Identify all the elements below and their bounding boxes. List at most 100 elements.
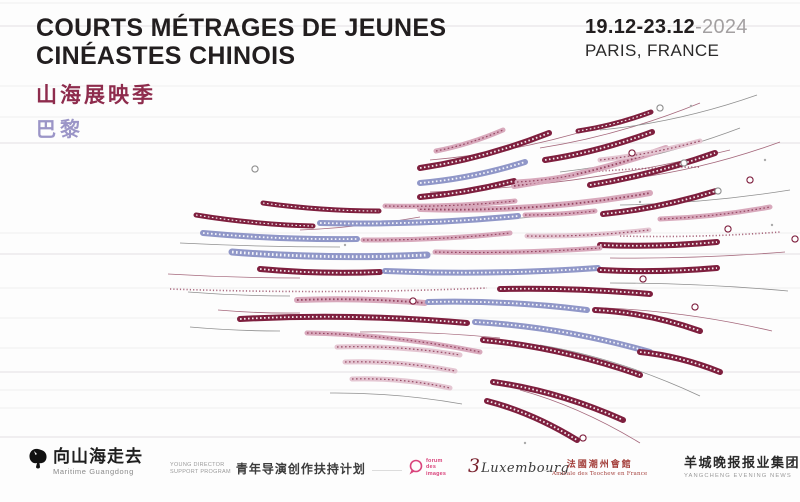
ring-marker xyxy=(656,104,664,112)
ribbon-micro-text xyxy=(513,147,667,187)
forum-line2: des xyxy=(426,464,437,471)
ring-marker xyxy=(714,187,722,195)
ribbon-strip xyxy=(193,212,316,229)
ribbon-micro-text xyxy=(362,232,511,241)
ribbon-micro-text xyxy=(577,111,652,132)
dot-marker xyxy=(770,223,774,227)
ribbon-micro-text xyxy=(239,315,468,324)
teochew-cn: 法國潮州會館 xyxy=(566,460,633,470)
title-line1: COURTS MÉTRAGES DE JEUNES xyxy=(36,14,447,42)
hairline-arc xyxy=(619,189,791,206)
dot-marker xyxy=(689,104,693,108)
yangcheng-en: YANGCHENG EVENING NEWS xyxy=(684,473,792,479)
ribbon-strip xyxy=(417,130,552,171)
ribbon-strip xyxy=(542,129,655,163)
ribbon-micro-text xyxy=(516,174,575,183)
ribbon-strip xyxy=(228,248,431,261)
hairline-arc xyxy=(609,282,789,292)
ribbon-micro-text xyxy=(195,214,314,227)
location-text: PARIS, FRANCE xyxy=(585,41,720,60)
yangcheng-cn: 羊城晚报报业集团 xyxy=(684,455,800,470)
ribbon-strip xyxy=(592,307,703,334)
ribbon-strip xyxy=(497,285,653,297)
ribbon-micro-text xyxy=(262,202,380,212)
hairline-arc xyxy=(604,307,773,332)
ribbon-micro-text xyxy=(419,180,515,198)
ribbon-micro-text xyxy=(602,190,717,215)
logo-trois-luxembourg: 3 Luxembourg xyxy=(468,455,570,477)
ribbon-micro-text xyxy=(259,268,381,274)
logo-forum-des-images: forum des images xyxy=(408,458,446,477)
hairline-arc xyxy=(167,273,301,279)
ribbon-micro-text xyxy=(427,300,588,311)
forum-line1: forum xyxy=(426,458,443,464)
maritime-guangdong-text: 向山海走去 Maritime Guangdong xyxy=(53,448,143,476)
hairline-arc xyxy=(359,331,501,339)
ring-marker xyxy=(724,225,732,233)
hairline-arc xyxy=(179,242,341,248)
ydsp-en-lines: YOUNG DIRECTOR SUPPORT PROGRAM xyxy=(170,462,231,475)
micro-text-line xyxy=(588,166,702,173)
page-title: COURTS MÉTRAGES DE JEUNES CINÉASTES CHIN… xyxy=(36,14,447,70)
ribbon-strip xyxy=(382,265,601,276)
logo-divider-line xyxy=(543,470,550,471)
hairline-arc xyxy=(519,389,641,444)
ydsp-en-line2: SUPPORT PROGRAM xyxy=(170,468,231,475)
ribbon-micro-text xyxy=(319,215,519,225)
ribbon-micro-text xyxy=(336,346,461,356)
ribbon-micro-text xyxy=(599,267,718,273)
ring-marker xyxy=(251,165,259,173)
hairline-arc xyxy=(189,326,281,332)
ribbon-micro-text xyxy=(594,309,701,332)
ring-marker xyxy=(579,434,587,442)
subtitle-chinese: 山海展映季 xyxy=(36,84,156,107)
logo-maritime-guangdong: 向山海走去 Maritime Guangdong xyxy=(28,448,143,476)
ribbon-strip xyxy=(600,188,719,217)
ribbon-strip xyxy=(522,208,598,218)
logo-young-director-program: YOUNG DIRECTOR SUPPORT PROGRAM 青年导演创作扶持计… xyxy=(170,460,366,477)
hairline-arc xyxy=(539,102,701,149)
ribbon-micro-text xyxy=(351,378,451,389)
ribbon-micro-text xyxy=(474,321,651,353)
ribbon-strip xyxy=(587,150,718,188)
hairline-arc xyxy=(609,251,786,259)
date-range: 19.12-23.12-2024 xyxy=(585,16,748,39)
maritime-guangdong-en: Maritime Guangdong xyxy=(53,467,134,476)
logo-yangcheng-evening-news: 羊城晚报报业集团 YANGCHENG EVENING NEWS xyxy=(684,452,800,479)
forum-line3: images xyxy=(426,470,447,477)
luxembourg-word: Luxembourg xyxy=(481,461,570,476)
logo-teochew-association: 法國潮州會館 Amicale des Teochew en France xyxy=(552,457,648,477)
ribbon-strip xyxy=(484,398,580,443)
ydsp-cn: 青年导演创作扶持计划 xyxy=(235,462,366,476)
ribbon-micro-text xyxy=(526,229,650,237)
ribbon-strip xyxy=(597,138,703,163)
ribbon-micro-text xyxy=(202,232,358,241)
title-line2: CINÉASTES CHINOIS xyxy=(36,41,296,70)
luxembourg-numeral: 3 xyxy=(468,455,481,477)
ribbon-strip xyxy=(637,349,723,375)
date-range-bold: 19.12-23.12 xyxy=(585,16,696,38)
ribbon-strip xyxy=(342,359,458,374)
maritime-guangdong-cn: 向山海走去 xyxy=(53,447,143,466)
logo-divider-line xyxy=(372,470,402,471)
ribbon-strip xyxy=(490,379,626,423)
ribbon-strip xyxy=(480,337,643,378)
partner-logos-row: 向山海走去 Maritime Guangdong YOUNG DIRECTOR … xyxy=(0,442,800,502)
ribbon-strip xyxy=(433,127,506,154)
hairline-arc xyxy=(599,94,758,131)
teochew-fr: Amicale des Teochew en France xyxy=(552,471,648,477)
ribbon-micro-text xyxy=(419,192,651,211)
ring-marker xyxy=(639,275,647,283)
dot-marker xyxy=(523,441,527,445)
ring-marker xyxy=(628,149,636,157)
ribbon-micro-text xyxy=(492,381,624,421)
ribbon-micro-text xyxy=(599,241,718,247)
ribbon-strip xyxy=(425,298,590,313)
forum-des-images-icon xyxy=(409,460,423,475)
ribbon-micro-text xyxy=(296,298,426,304)
ribbon-micro-text xyxy=(306,332,481,353)
date-year: -2024 xyxy=(695,16,748,38)
hairline-arc xyxy=(329,392,463,405)
forum-des-images-text: forum des images xyxy=(426,458,446,477)
